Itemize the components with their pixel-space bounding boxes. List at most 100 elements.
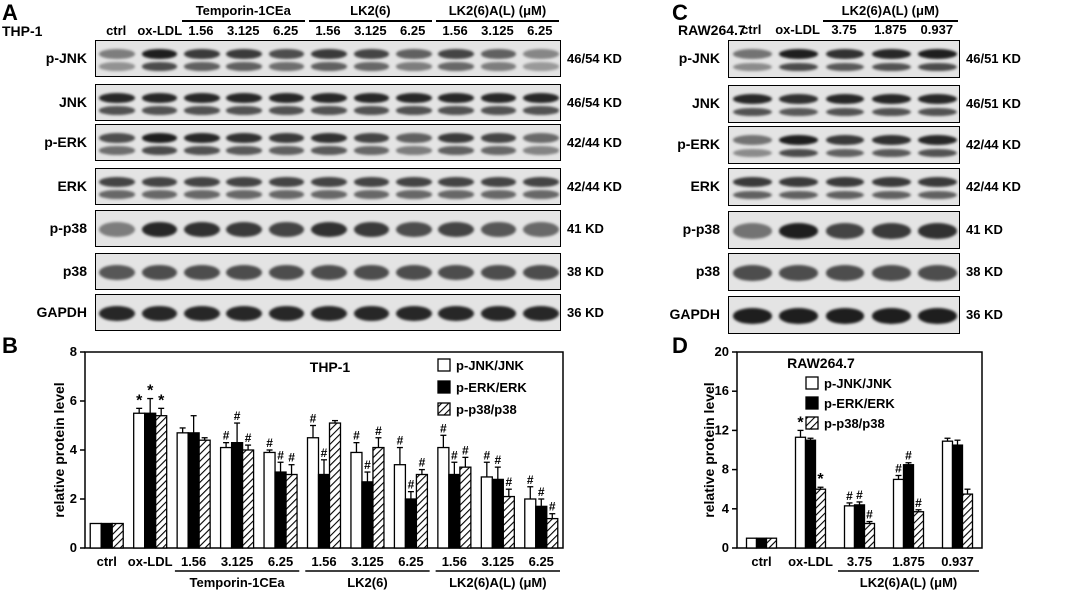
y-tick-label: 8 [722,462,729,477]
protein-band [141,133,178,143]
protein-band [268,177,305,187]
bar [535,505,548,549]
protein-band [226,106,263,115]
protein-band [779,94,819,105]
significance-mark: * [797,414,804,431]
significance-mark: # [527,473,534,487]
blot-strip [95,84,561,121]
x-tick-label: ctrl [97,554,117,569]
protein-band [226,177,263,187]
significance-mark: # [223,429,230,443]
bar [100,522,113,549]
bar [306,437,320,549]
lane-label: ctrl [106,23,127,38]
y-tick-label: 4 [722,501,730,516]
significance-mark: * [817,471,824,488]
protein-band [438,93,474,103]
protein-band [480,93,517,103]
protein-band [825,135,865,146]
protein-band [871,308,911,324]
protein-band [268,306,305,321]
blot-row-label: p-JNK [45,49,87,66]
significance-mark: # [288,451,295,465]
protein-band [825,108,865,117]
chart-title: THP-1 [310,359,351,375]
protein-band [395,306,432,321]
protein-band [226,62,263,71]
significance-mark: # [846,489,853,503]
protein-band [480,222,517,237]
protein-band [395,106,432,115]
protein-band [438,177,474,187]
protein-band [523,93,559,103]
bar [502,495,515,549]
significance-mark: * [136,392,143,409]
x-tick-label: ox-LDL [788,554,833,569]
group-label: LK2(6)A(L) (μM) [860,575,958,590]
protein-band [825,49,865,60]
panel-label-a: A [2,0,18,25]
bar-chart-thp1: 0 2 4 6 8 relative protein level THP-1 * # # # # # # #… [51,344,564,590]
blot-row-label: p-JNK [678,50,720,66]
protein-band [184,49,220,59]
bar [863,522,876,549]
protein-band [226,190,263,199]
protein-band [825,223,865,239]
bar [317,473,331,549]
protein-band [523,306,559,321]
protein-band [268,62,305,71]
protein-band [523,49,559,59]
protein-band [311,49,347,59]
protein-band [184,93,220,103]
significance-mark: # [505,475,512,489]
blot-strip [95,40,561,77]
protein-band [871,135,911,146]
blot-strip [728,40,960,78]
protein-band [395,265,432,280]
protein-band [141,265,178,280]
protein-band [918,308,958,324]
protein-band [268,146,305,155]
panel-label-c: C [672,0,688,25]
molecular-weight-label: 36 KD [966,307,1003,322]
protein-band [395,62,432,71]
molecular-weight-label: 46/54 KD [567,50,622,66]
blot-strip [95,210,561,247]
y-tick-label: 0 [70,540,77,555]
protein-band [311,62,347,71]
panel-label-d: D [672,333,688,358]
protein-band [184,190,220,199]
significance-mark: # [277,448,284,462]
protein-band [141,177,178,187]
protein-band [480,190,517,199]
protein-band [523,222,559,237]
protein-band [184,133,220,143]
lane-label: ox-LDL [775,22,820,37]
bar [814,488,827,549]
x-tick-label: 6.25 [529,554,554,569]
protein-band [732,223,772,239]
protein-band [732,108,772,117]
protein-band [268,222,305,237]
protein-band [779,49,819,60]
bar [437,446,450,549]
bar [133,412,146,549]
protein-band [311,222,347,237]
protein-band [523,133,559,143]
bar [765,537,778,549]
significance-mark: # [310,412,317,426]
significance-mark: * [807,422,814,439]
bar [491,478,504,549]
protein-band [523,190,559,199]
significance-mark: * [158,392,165,409]
cell-line-label: THP-1 [2,23,43,39]
significance-mark: # [353,429,360,443]
bar [187,432,200,549]
protein-band [779,177,819,188]
blot-strip [95,168,561,205]
bar [843,505,856,549]
protein-band [353,222,390,237]
bar [274,471,287,549]
legend-swatch [805,416,819,430]
bar [480,476,493,549]
